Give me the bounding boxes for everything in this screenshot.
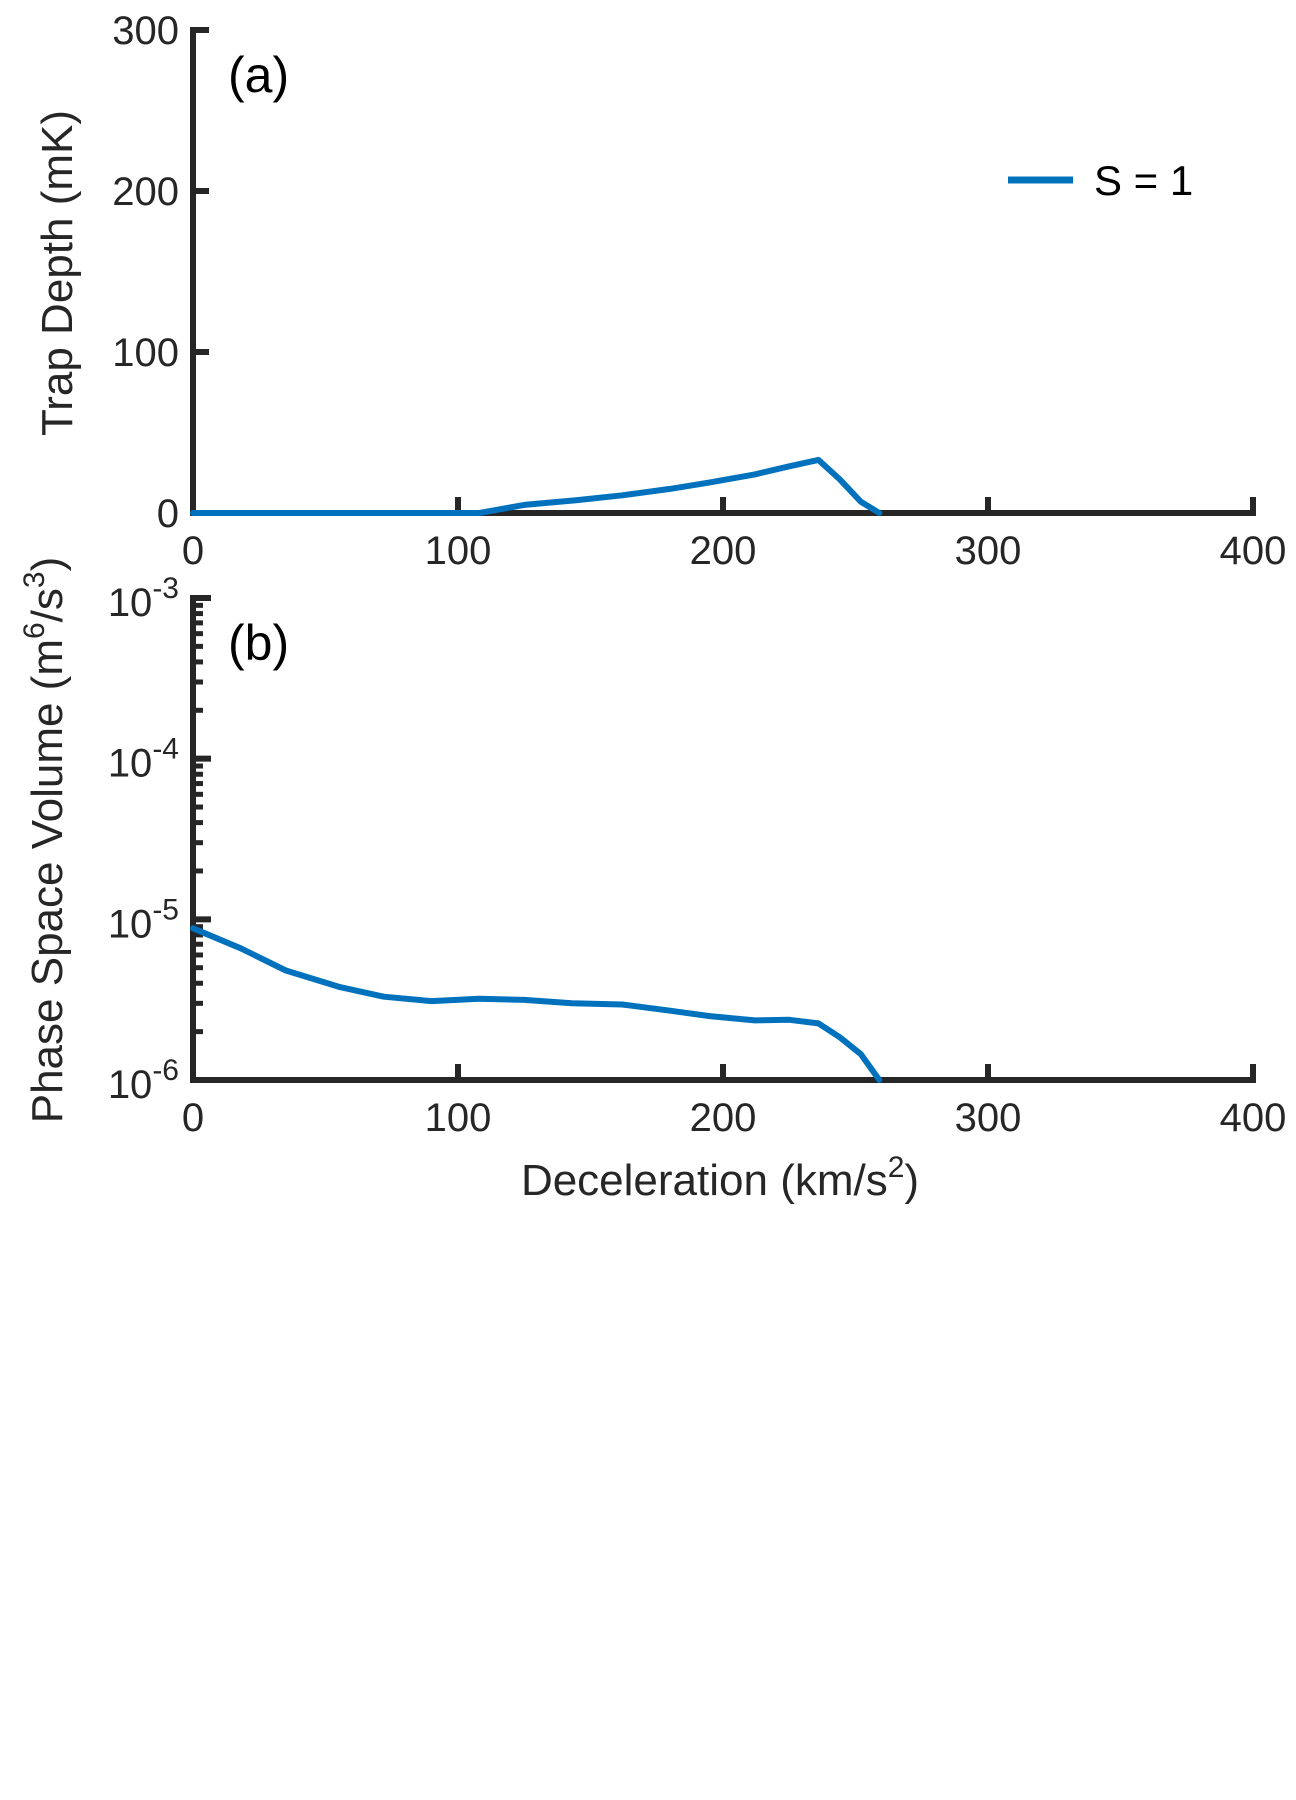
panel-b-x-label-main: Deceleration (km/s — [521, 1156, 888, 1205]
panel-a-ticks: 0 100 200 300 400 0 100 200 300 — [112, 9, 1286, 573]
panel-b-y-tick-label: 10-5 — [108, 893, 179, 946]
panel-b-label: (b) — [228, 615, 289, 671]
panel-b-y-label-main: Phase Space Volume (m — [23, 639, 72, 1123]
panel-b-series — [190, 925, 883, 1083]
panel-b-axes — [190, 595, 1256, 1083]
panel-b-y-tick-label: 10-6 — [108, 1054, 179, 1107]
legend-label: S = 1 — [1094, 157, 1193, 204]
panel-a-x-tick-label: 300 — [955, 529, 1022, 573]
panel-b-y-label-end: ) — [23, 557, 72, 572]
panel-b-y-label-mid: /s — [23, 588, 72, 622]
panel-a-y-tick-label: 100 — [112, 331, 179, 375]
panel-a-series — [190, 456, 883, 516]
panel-a-series-line — [190, 456, 883, 516]
panel-b-x-tick-label: 200 — [690, 1096, 757, 1140]
panel-b-x-tick-label: 100 — [425, 1096, 492, 1140]
panel-b-x-tick-label: 400 — [1220, 1096, 1287, 1140]
panel-b-y-label-sup2: 3 — [18, 571, 51, 588]
panel-a-x-tick-label: 100 — [425, 529, 492, 573]
panel-a-y-tick-label: 0 — [157, 492, 179, 536]
panel-b-ticks: 0 100 200 300 400 10-6 10-5 10-4 10-3 — [108, 572, 1287, 1140]
panel-b-y-axis-label: Phase Space Volume (m6/s3) — [18, 557, 72, 1124]
panel-b-series-line — [190, 925, 883, 1083]
panel-a-label: (a) — [228, 47, 289, 103]
legend: S = 1 — [1008, 157, 1193, 204]
panel-b-x-label-end: ) — [904, 1156, 919, 1205]
panel-a-axes — [190, 27, 1256, 516]
panel-a-x-tick-label: 200 — [690, 529, 757, 573]
panel-b-y-tick-label: 10-4 — [108, 733, 179, 786]
panel-b-x-tick-label: 0 — [182, 1096, 204, 1140]
panel-a-y-tick-label: 200 — [112, 170, 179, 214]
panel-a-x-tick-label: 400 — [1220, 529, 1287, 573]
panel-a-y-tick-label: 300 — [112, 9, 179, 53]
panel-b-y-label-sup1: 6 — [18, 622, 51, 639]
panel-b-x-label-sup: 2 — [888, 1151, 905, 1184]
panel-a-y-axis-label: Trap Depth (mK) — [33, 110, 82, 436]
panel-b-x-tick-label: 300 — [955, 1096, 1022, 1140]
panel-b-y-tick-label: 10-3 — [108, 572, 179, 625]
panel-b: (b) Phase Space Volume (m6/s3) Decelerat… — [18, 557, 1286, 1205]
panel-b-x-axis-label: Deceleration (km/s2) — [521, 1151, 919, 1205]
panel-a-x-tick-label: 0 — [182, 529, 204, 573]
panel-a: (a) Trap Depth (mK) 0 100 200 300 400 0 100 200… — [33, 9, 1286, 573]
